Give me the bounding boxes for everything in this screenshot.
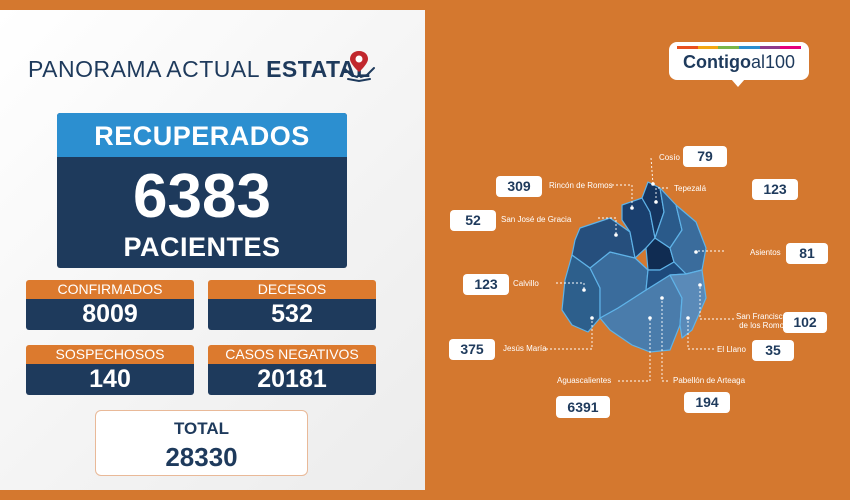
san-francisco-label-line1: San Francisco	[736, 312, 788, 321]
pabellon-label: Pabellón de Arteaga	[673, 376, 746, 385]
asientos-label: Asientos	[750, 248, 781, 257]
negative-label: CASOS NEGATIVOS	[208, 345, 376, 364]
marker-calvillo	[582, 288, 586, 292]
marker-rincon	[630, 206, 634, 210]
el-llano-label: El Llano	[717, 345, 746, 354]
suspected-card: SOSPECHOSOS 140	[26, 345, 194, 395]
brand-part2: al100	[750, 52, 796, 72]
cosio-value: 79	[683, 146, 727, 167]
san-jose-label: San José de Gracia	[501, 215, 572, 224]
total-value: 28330	[165, 442, 238, 472]
total-label: TOTAL	[173, 419, 230, 438]
tepezala-value: 123	[752, 179, 798, 200]
aguascalientes-label: Aguascalientes	[557, 376, 612, 385]
total-card: TOTAL 28330	[95, 410, 308, 476]
asientos-value: 81	[786, 243, 828, 264]
region-el-llano	[669, 269, 707, 339]
page-title: PANORAMA ACTUAL ESTATAL	[28, 56, 371, 83]
cosio-label: Cosío	[659, 153, 680, 162]
recovered-label: RECUPERADOS	[57, 113, 347, 157]
title-light: PANORAMA ACTUAL	[28, 56, 260, 82]
summary-panel: PANORAMA ACTUAL ESTATAL RECUPERADOS 6383…	[0, 10, 425, 490]
state-map	[546, 157, 734, 382]
calvillo-value: 123	[463, 274, 509, 295]
brand-text: Contigoal100	[669, 52, 809, 73]
san-francisco-label-line2: de los Romo	[739, 321, 785, 330]
confirmed-value: 8009	[26, 299, 194, 330]
marker-el-llano	[686, 316, 690, 320]
deaths-label: DECESOS	[208, 280, 376, 299]
marker-san-francisco	[698, 283, 702, 287]
marker-pabellon	[660, 296, 664, 300]
marker-aguascalientes	[648, 316, 652, 320]
deaths-card: DECESOS 532	[208, 280, 376, 330]
marker-san-jose	[614, 233, 618, 237]
jesus-maria-value: 375	[449, 339, 495, 360]
negative-value: 20181	[208, 364, 376, 395]
suspected-value: 140	[26, 364, 194, 395]
el-llano-value: 35	[752, 340, 794, 361]
location-hands-icon	[343, 51, 375, 83]
recovered-card: RECUPERADOS 6383 PACIENTES	[57, 113, 347, 268]
recovered-unit: PACIENTES	[123, 232, 281, 262]
suspected-label: SOSPECHOSOS	[26, 345, 194, 364]
region-san-jose	[571, 217, 636, 269]
jesus-maria-label: Jesús María	[503, 344, 547, 353]
san-francisco-value: 102	[783, 312, 827, 333]
tepezala-label: Tepezalá	[674, 184, 707, 193]
confirmed-card: CONFIRMADOS 8009	[26, 280, 194, 330]
calvillo-label: Calvillo	[513, 279, 539, 288]
confirmed-label: CONFIRMADOS	[26, 280, 194, 299]
negative-card: CASOS NEGATIVOS 20181	[208, 345, 376, 395]
brand-logo: Contigoal100	[669, 42, 809, 87]
pabellon-value: 194	[684, 392, 730, 413]
marker-asientos	[694, 250, 698, 254]
brand-stripes	[677, 46, 802, 49]
brand-part1: Contigo	[682, 52, 751, 72]
deaths-value: 532	[208, 299, 376, 330]
marker-tepezala	[654, 200, 658, 204]
rincon-value: 309	[496, 176, 542, 197]
san-jose-value: 52	[450, 210, 496, 231]
san-francisco-label: San Francisco de los Romo	[736, 312, 787, 330]
aguascalientes-value: 6391	[556, 396, 610, 418]
marker-cosio	[651, 182, 655, 186]
recovered-value: 6383	[133, 162, 271, 231]
rincon-label: Rincón de Romos	[549, 181, 613, 190]
marker-jesus-maria	[590, 316, 594, 320]
